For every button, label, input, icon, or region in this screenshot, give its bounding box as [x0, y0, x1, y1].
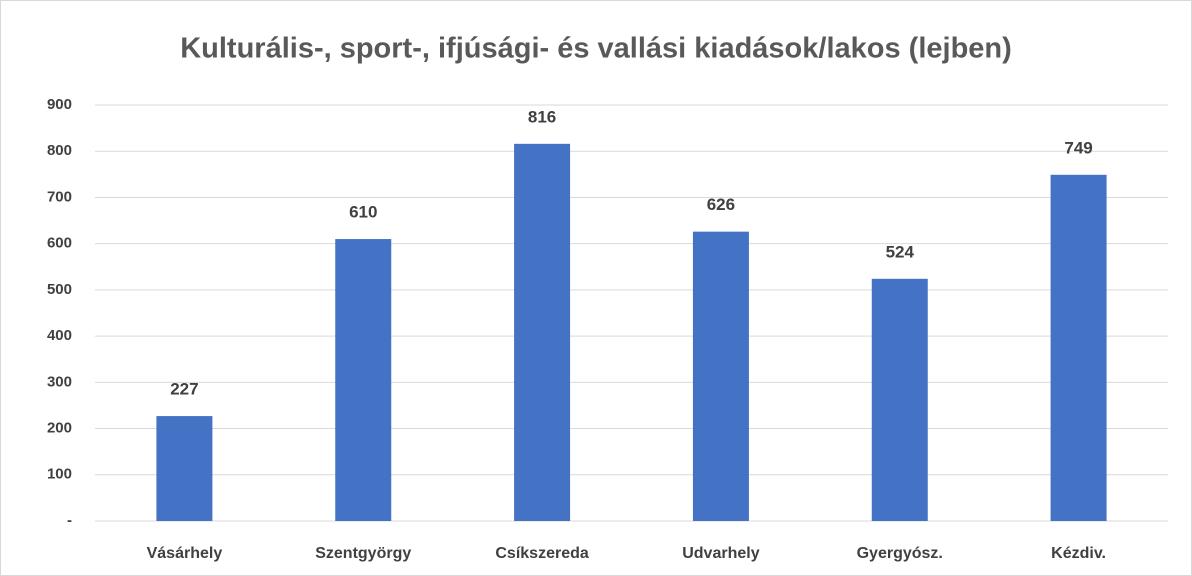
- data-label: 749: [1064, 138, 1092, 157]
- data-label: 610: [349, 203, 377, 222]
- data-label: 524: [886, 242, 915, 261]
- bar: [1050, 174, 1107, 521]
- bar: [692, 231, 749, 521]
- bar: [335, 239, 392, 522]
- y-tick-label: 700: [47, 188, 72, 205]
- y-tick-label: 500: [47, 281, 72, 298]
- bar: [514, 143, 571, 521]
- bar: [871, 278, 928, 521]
- y-tick-label: 200: [47, 420, 72, 437]
- y-tick-label: 800: [47, 142, 72, 159]
- y-tick-label: 100: [47, 466, 72, 483]
- y-tick-label: 900: [47, 96, 72, 113]
- x-tick-label: Gyergyósz.: [857, 545, 943, 562]
- chart-title: Kulturális-, sport-, ifjúsági- és vallás…: [180, 33, 1012, 65]
- bar: [156, 416, 213, 521]
- x-tick-label: Udvarhely: [682, 545, 759, 562]
- x-tick-label: Vásárhely: [147, 545, 223, 562]
- x-tick-label: Csíkszereda: [495, 545, 588, 562]
- data-label: 227: [170, 380, 198, 399]
- data-label: 626: [707, 195, 735, 214]
- data-label: 816: [528, 107, 556, 126]
- y-tick-label: 300: [47, 373, 72, 390]
- y-tick-label: -: [67, 512, 72, 529]
- x-tick-label: Kézdiv.: [1051, 545, 1106, 562]
- y-tick-label: 600: [47, 235, 72, 252]
- x-tick-label: Szentgyörgy: [315, 545, 411, 562]
- y-tick-label: 400: [47, 327, 72, 344]
